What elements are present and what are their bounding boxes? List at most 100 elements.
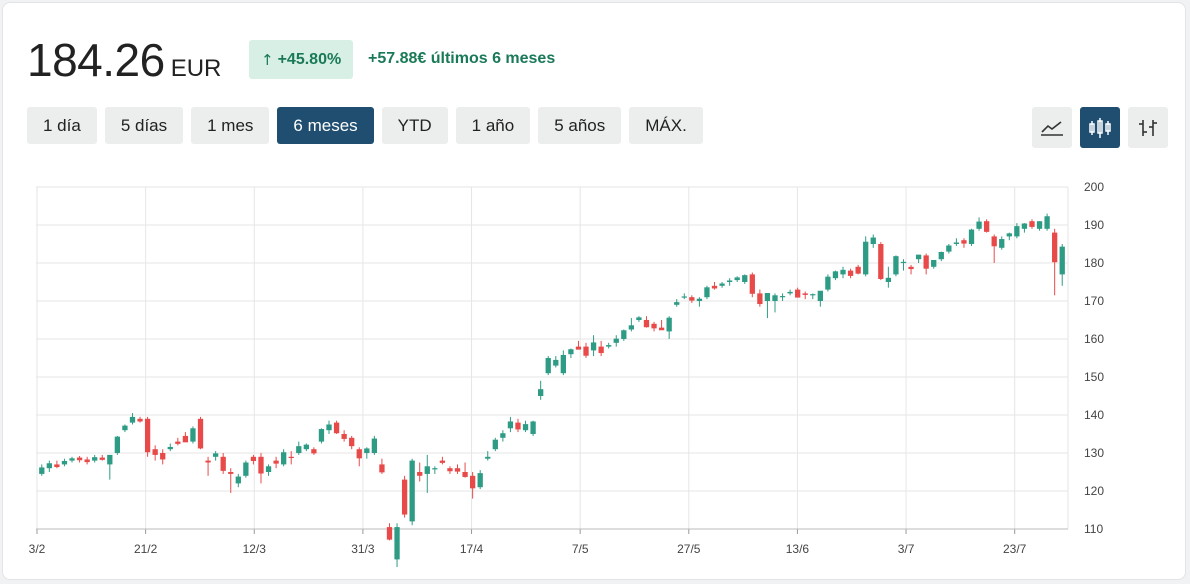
line-chart-button[interactable] xyxy=(1032,107,1072,148)
candle-body xyxy=(976,221,982,229)
candle-body xyxy=(900,261,907,264)
candlestick-chart-icon xyxy=(1089,117,1111,138)
candle-body xyxy=(855,266,861,274)
ohlc-chart-button[interactable] xyxy=(1128,107,1168,148)
candle-body xyxy=(825,276,831,290)
x-tick-label: 21/2 xyxy=(134,542,158,556)
candle-body xyxy=(439,460,446,463)
candle-body xyxy=(817,290,823,301)
y-tick-label: 130 xyxy=(1084,446,1104,460)
candle-body xyxy=(69,458,75,461)
candle-body xyxy=(991,236,997,247)
range-6m-button[interactable]: 6 meses xyxy=(277,107,374,144)
candle-body xyxy=(349,437,355,447)
candle-body xyxy=(530,421,536,434)
candle-body xyxy=(779,296,786,298)
candle-body xyxy=(212,453,219,457)
candle-body xyxy=(1014,226,1020,237)
candle-body xyxy=(167,446,173,450)
price-value: 184.26 xyxy=(27,34,165,86)
candle-body xyxy=(787,291,793,294)
candle-body xyxy=(598,346,604,354)
candle-body xyxy=(114,436,121,453)
range-1m-button[interactable]: 1 mes xyxy=(191,107,270,144)
x-tick-label: 7/5 xyxy=(572,542,589,556)
candle-body xyxy=(961,240,967,244)
candle-body xyxy=(477,473,483,488)
candle-body xyxy=(273,460,279,464)
candle-body xyxy=(568,349,574,355)
range-ytd-button[interactable]: YTD xyxy=(381,107,448,144)
x-tick-label: 3/2 xyxy=(29,542,46,556)
candle-body xyxy=(908,266,914,270)
candle-body xyxy=(197,418,204,449)
candle-body xyxy=(983,221,990,232)
candle-body xyxy=(696,298,703,301)
candle-body xyxy=(54,464,60,468)
x-tick-label: 13/6 xyxy=(786,542,810,556)
candle-body xyxy=(795,289,801,298)
candle-body xyxy=(968,229,975,244)
y-tick-label: 170 xyxy=(1084,294,1104,308)
candle-body xyxy=(810,294,816,296)
candle-body xyxy=(507,421,514,429)
candle-body xyxy=(318,429,325,442)
candle-body xyxy=(341,434,347,439)
range-1y-button[interactable]: 1 año xyxy=(455,107,531,144)
candle-body xyxy=(160,453,166,460)
candle-body xyxy=(424,466,430,474)
candle-body xyxy=(92,457,98,461)
candle-body xyxy=(152,449,158,455)
range-5d-button[interactable]: 5 días xyxy=(104,107,184,144)
candle-body xyxy=(175,441,181,444)
candle-body xyxy=(719,283,725,286)
x-tick-label: 31/3 xyxy=(351,542,375,556)
currency-label: EUR xyxy=(170,55,222,82)
candle-body xyxy=(288,456,294,458)
y-tick-label: 200 xyxy=(1084,180,1104,194)
chart-type-selector xyxy=(1032,107,1168,148)
candle-body xyxy=(303,444,309,450)
candle-body xyxy=(258,456,264,474)
candle-body xyxy=(205,460,211,463)
arrow-up-icon: ↑ xyxy=(261,50,274,69)
candle-body xyxy=(689,297,695,301)
candle-body xyxy=(628,325,635,330)
candle-body xyxy=(764,293,771,301)
candle-body xyxy=(553,359,559,366)
candle-body xyxy=(485,456,491,459)
candle-body xyxy=(454,468,461,472)
range-1d-button[interactable]: 1 día xyxy=(27,107,97,144)
candle-body xyxy=(137,418,143,422)
candle-body xyxy=(386,527,393,540)
y-tick-label: 190 xyxy=(1084,218,1104,232)
candle-body xyxy=(674,302,680,305)
candle-body xyxy=(636,317,642,320)
candle-body xyxy=(296,446,302,453)
y-tick-label: 160 xyxy=(1084,332,1104,346)
candle-body xyxy=(182,435,189,443)
ohlc-chart-icon xyxy=(1139,119,1157,136)
candle-body xyxy=(953,242,960,244)
candle-body xyxy=(651,323,657,329)
candle-body xyxy=(923,255,929,269)
candle-body xyxy=(575,346,582,350)
candle-body xyxy=(711,285,718,289)
x-tick-label: 3/7 xyxy=(898,542,915,556)
candlestick-chart-button[interactable] xyxy=(1080,107,1120,148)
candle-body xyxy=(500,433,506,438)
range-max-button[interactable]: MÁX. xyxy=(629,107,703,144)
candle-body xyxy=(99,457,105,460)
candle-body xyxy=(666,317,672,332)
candle-body xyxy=(265,466,272,472)
x-tick-label: 12/3 xyxy=(243,542,267,556)
range-5y-button[interactable]: 5 años xyxy=(538,107,622,144)
candle-body xyxy=(522,424,529,431)
candle-body xyxy=(190,428,196,442)
candle-body xyxy=(326,424,332,431)
candle-body xyxy=(469,475,476,489)
change-badge: ↑ +45.80% xyxy=(249,40,354,79)
candle-body xyxy=(847,270,854,276)
candle-body xyxy=(333,422,340,434)
